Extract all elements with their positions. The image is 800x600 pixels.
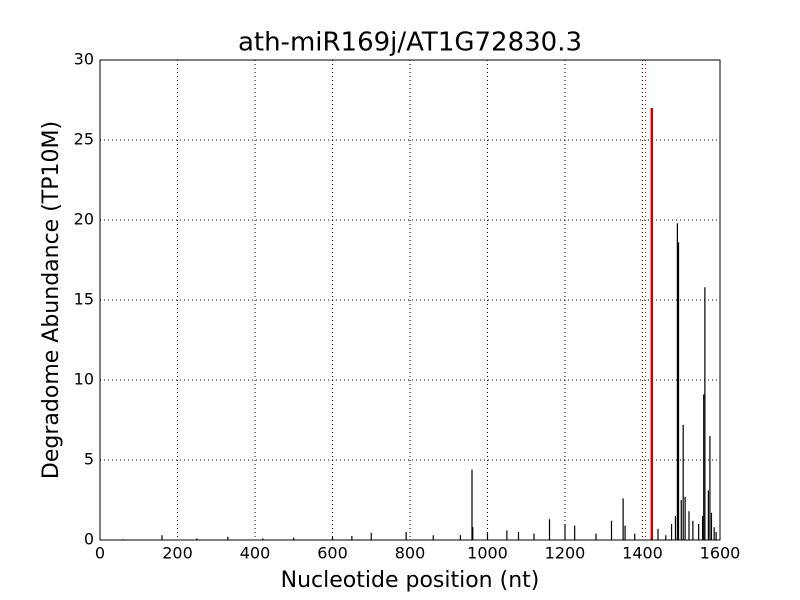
plot-frame [99,59,721,541]
y-tick-label: 25 [74,130,94,149]
x-tick-label: 600 [317,544,348,563]
x-tick-label: 1400 [622,544,663,563]
x-tick-label: 0 [95,544,105,563]
x-tick-label: 400 [240,544,271,563]
x-tick-label: 1200 [545,544,586,563]
y-tick-label: 30 [74,50,94,69]
x-tick-label: 200 [162,544,193,563]
y-tick-label: 0 [84,530,94,549]
x-tick-label: 1600 [700,544,741,563]
y-tick-label: 10 [74,370,94,389]
x-tick-label: 1000 [467,544,508,563]
y-axis-label: Degradome Abundance (TP10M) [39,121,64,479]
y-tick-label: 20 [74,210,94,229]
y-tick-label: 5 [84,450,94,469]
chart-title: ath-miR169j/AT1G72830.3 [238,28,582,58]
x-axis-label: Nucleotide position (nt) [281,568,540,593]
y-tick-label: 15 [74,290,94,309]
x-tick-label: 800 [395,544,426,563]
